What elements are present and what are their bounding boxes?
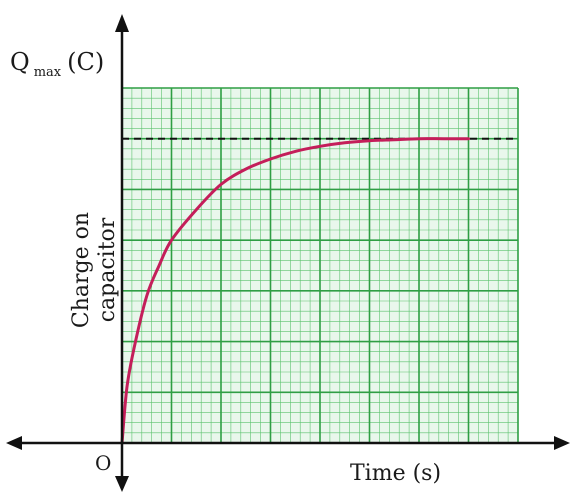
y-axis-arrow-up bbox=[115, 14, 129, 32]
y-axis-arrow-down bbox=[115, 476, 129, 492]
y-axis-side-label: Charge oncapacitor bbox=[69, 212, 120, 328]
charge-curve bbox=[120, 137, 470, 445]
x-axis-arrow-left bbox=[6, 436, 22, 450]
x-axis-label: Time (s) bbox=[350, 461, 441, 486]
minor-grid bbox=[122, 88, 518, 443]
x-axis-arrow-right bbox=[554, 436, 570, 450]
origin-label: O bbox=[95, 451, 111, 475]
